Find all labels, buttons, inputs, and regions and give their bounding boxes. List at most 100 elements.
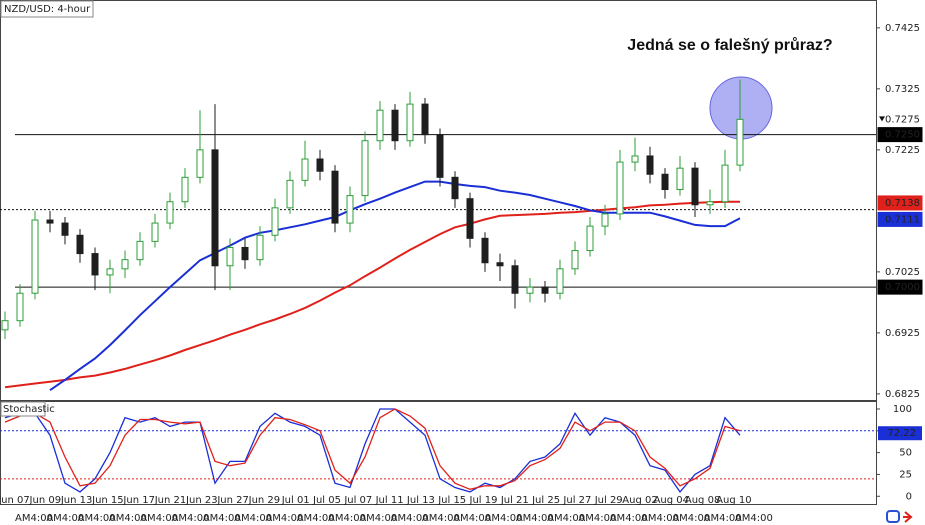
candle-body [91, 253, 99, 276]
x-tick-label: Jul 21 [500, 495, 529, 506]
x-tick-label: Jun 15 [91, 495, 124, 506]
candle-body [226, 246, 234, 267]
candle-body [526, 286, 534, 294]
candle-body [286, 179, 294, 209]
candle-body [646, 155, 654, 175]
candle-body [196, 149, 204, 178]
stochastic-title: Stochastic [3, 404, 55, 415]
candle-body [736, 118, 744, 166]
x-tick-label: Jul 07 [343, 495, 372, 506]
x-tick-label: Jul 05 [312, 495, 341, 506]
x-tick-label: Aug 02 [622, 495, 657, 506]
price-label: 0.7138 [885, 198, 920, 209]
candle-body [391, 109, 399, 142]
x-time-label: AM4:00 [203, 513, 241, 524]
nav-icon[interactable] [903, 511, 913, 523]
candle-body [316, 158, 324, 172]
stoch-y-tick-label: 25 [899, 469, 912, 480]
price-label-box [877, 211, 923, 227]
x-time-label: AM4:00 [704, 513, 742, 524]
x-time-label: AM4:00 [485, 513, 523, 524]
x-time-label: AM4:00 [78, 513, 116, 524]
moving-average [49, 180, 741, 392]
x-time-label: AM4:00 [15, 513, 53, 524]
stoch-y-tick-label: 50 [899, 448, 912, 459]
stoch-line [4, 408, 741, 490]
x-tick-label: Jun 09 [29, 495, 62, 506]
price-label-box [878, 112, 922, 127]
candle-body [541, 286, 549, 294]
x-tick-label: Jul 13 [406, 495, 435, 506]
x-time-label: AM4:00 [359, 513, 397, 524]
price-label-box [877, 279, 923, 295]
stoch-line [4, 408, 741, 493]
candle-body [511, 265, 519, 294]
candle-body [571, 250, 579, 270]
candle-body [106, 268, 114, 276]
title-box [0, 0, 94, 18]
price-marker [879, 116, 885, 122]
y-tick-label: 0.7425 [885, 23, 920, 34]
candle-body [406, 103, 414, 142]
x-time-label: AM4:00 [265, 513, 303, 524]
chart-title: NZD/USD: 4-hour [4, 4, 91, 15]
price-label-box [877, 195, 923, 211]
candle-body [271, 207, 279, 236]
stochastic-panel [0, 401, 877, 505]
candle-body [556, 268, 564, 294]
price-label-box [877, 127, 923, 143]
candle-body [211, 149, 219, 267]
x-tick-label: Jun 23 [185, 495, 218, 506]
x-time-label: AM4:00 [453, 513, 491, 524]
candle-body [346, 195, 354, 224]
stoch-current-box [878, 426, 922, 441]
x-tick-label: Jun 17 [122, 495, 155, 506]
x-tick-label: Jul 29 [594, 495, 623, 506]
x-tick-label: Aug 08 [685, 495, 720, 506]
candle-body [601, 213, 609, 227]
stochastic-title-box [0, 401, 46, 417]
x-time-label: AM4:00 [234, 513, 272, 524]
candle-body [16, 292, 24, 322]
x-tick-label: Jul 11 [375, 495, 404, 506]
x-tick-label: Jun 21 [154, 495, 187, 506]
sync-icon[interactable] [886, 510, 900, 523]
candle-body [376, 109, 384, 142]
candle-body [151, 222, 159, 242]
candle-body [1, 320, 9, 331]
x-time-label: AM4:00 [391, 513, 429, 524]
x-tick-label: Jul 19 [469, 495, 498, 506]
x-time-label: AM4:00 [578, 513, 616, 524]
candle-body [31, 219, 39, 294]
candle-body [181, 176, 189, 203]
candle-body [496, 262, 504, 267]
candle-body [721, 164, 729, 203]
candle-body [586, 225, 594, 252]
x-time-label: AM4:00 [735, 513, 773, 524]
candle-body [136, 240, 144, 261]
candle-body [76, 234, 84, 255]
y-tick-label: 0.6925 [885, 328, 920, 339]
stoch-current-label: 72.22 [887, 428, 916, 439]
x-time-label: AM4:00 [140, 513, 178, 524]
candle-body [331, 170, 339, 224]
x-tick-label: Aug 04 [654, 495, 689, 506]
x-time-label: AM4:00 [109, 513, 147, 524]
y-tick-label: 0.7025 [885, 267, 920, 278]
moving-average [4, 200, 740, 389]
y-tick-label: 0.7225 [885, 145, 920, 156]
x-tick-label: Aug 10 [716, 495, 751, 506]
x-time-label: AM4:00 [641, 513, 679, 524]
y-tick-label: 0.7325 [885, 84, 920, 95]
x-tick-label: Jun 29 [248, 495, 281, 506]
x-tick-label: Jun 07 [0, 495, 30, 506]
candle-body [676, 167, 684, 191]
x-time-label: AM4:00 [172, 513, 210, 524]
x-tick-label: Jul 27 [562, 495, 591, 506]
candle-body [436, 134, 444, 178]
x-tick-label: Jul 01 [281, 495, 310, 506]
price-label: 0.7111 [885, 214, 920, 225]
x-tick-label: Jun 27 [216, 495, 249, 506]
x-time-label: AM4:00 [516, 513, 554, 524]
